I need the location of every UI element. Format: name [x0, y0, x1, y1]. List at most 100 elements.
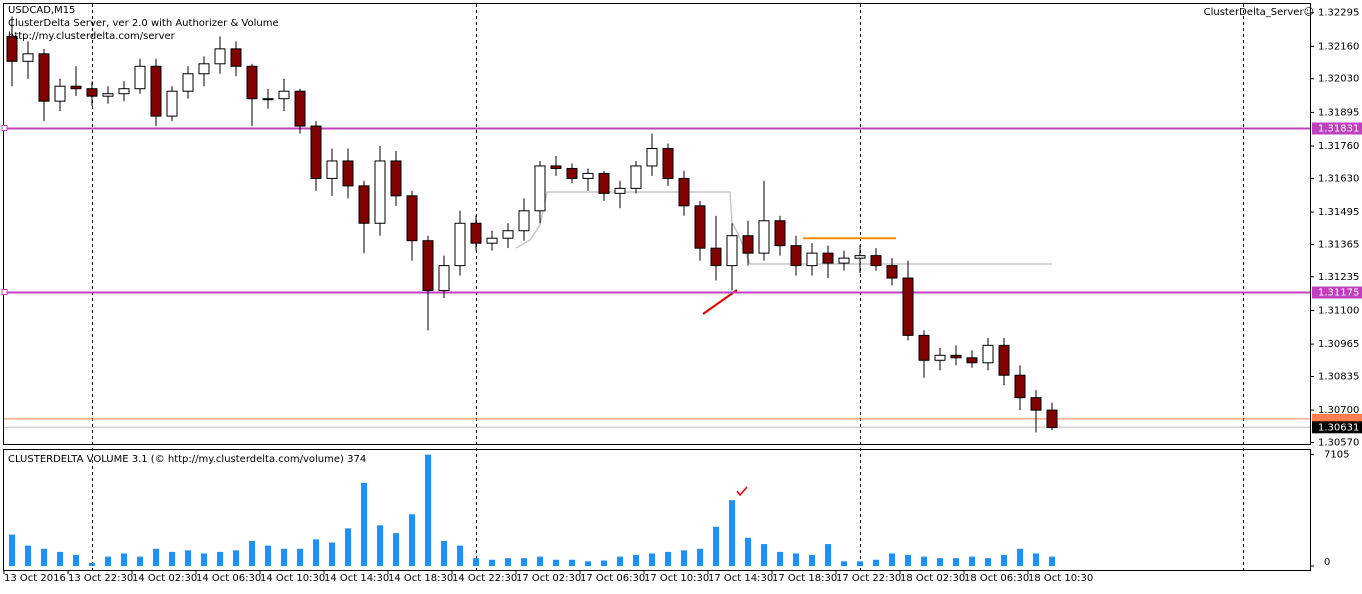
candle-body [742, 235, 754, 254]
volume-bar [217, 551, 223, 566]
volume-bar [409, 514, 415, 566]
y-tick-label: 1.31365 [1318, 239, 1359, 250]
volume-bar [985, 558, 991, 566]
volume-bar [297, 548, 303, 566]
volume-bar [537, 556, 543, 566]
candle-body [566, 167, 578, 179]
candle-body [1046, 409, 1058, 429]
volume-bar [1033, 553, 1039, 566]
volume-bar [153, 548, 159, 566]
candle-body [278, 90, 290, 100]
candle-body [582, 172, 594, 179]
x-tick-label: 14 Oct 18:30 [388, 573, 453, 584]
volume-bar [457, 545, 463, 566]
candle-body [326, 160, 338, 179]
candle-body [854, 255, 866, 259]
candle-body [694, 205, 706, 249]
volume-bar [921, 556, 927, 566]
x-tick-label: 14 Oct 22:30 [452, 573, 517, 584]
volume-bar [761, 544, 767, 566]
candle-body [54, 85, 66, 102]
volume-title: CLUSTERDELTA VOLUME 3.1 (© http://my.clu… [8, 454, 366, 465]
candle-body [822, 252, 834, 264]
day-separators [92, 4, 1244, 570]
candle-body [230, 48, 242, 67]
candle-body [646, 148, 658, 167]
volume-bar [889, 553, 895, 566]
candle-body [182, 73, 194, 92]
candle-body [486, 237, 498, 244]
volume-bar [201, 553, 207, 566]
ask-label-box [1312, 413, 1362, 424]
candle-body [790, 245, 802, 267]
candle-body [1014, 374, 1026, 399]
volume-bar [169, 551, 175, 566]
volume-bar [425, 454, 431, 566]
volume-bar [649, 553, 655, 566]
volume-bar [329, 542, 335, 566]
volume-bar [729, 500, 735, 566]
level-label: 1.31175 [1318, 288, 1359, 299]
candle-body [214, 48, 226, 65]
candle-body [438, 265, 450, 292]
candle-body [86, 88, 98, 97]
level-label-box [1312, 122, 1362, 135]
x-tick-label: 17 Oct 22:30 [836, 573, 901, 584]
candle-body [502, 230, 514, 239]
volume-bar [281, 548, 287, 566]
volume-bar [825, 544, 831, 566]
volume-bar [601, 560, 607, 566]
volume-bar [873, 559, 879, 566]
candle-body [422, 240, 434, 292]
volume-bar [1049, 556, 1055, 566]
volume-bar [585, 561, 591, 566]
volume-bar [953, 558, 959, 566]
candle-body [550, 165, 562, 169]
volume-bar [633, 555, 639, 566]
candle-body [310, 125, 322, 179]
level-handle [1, 125, 8, 131]
volume-bar [1001, 555, 1007, 566]
volume-bar [313, 539, 319, 566]
candle-body [838, 257, 850, 264]
price-panel [3, 3, 1311, 445]
volume-bar [841, 561, 847, 566]
x-tick-label: 17 Oct 18:30 [772, 573, 837, 584]
candle-body [358, 185, 370, 224]
candle-body [966, 357, 978, 364]
y-tick-label: 0 [1324, 557, 1330, 568]
candle-body [38, 53, 50, 102]
candle-body [982, 344, 994, 364]
indicator-line [515, 191, 1052, 265]
candle-body [406, 195, 418, 242]
candle-body [454, 222, 466, 267]
x-tick-label: 13 Oct 22:30 [68, 573, 133, 584]
level-handle [1, 289, 8, 295]
volume-bar [265, 545, 271, 566]
x-tick-label: 18 Oct 02:30 [900, 573, 965, 584]
y-tick-label: 1.31495 [1318, 207, 1359, 218]
volume-bar [969, 556, 975, 566]
annotation-stroke [702, 289, 738, 315]
volume-bar [681, 550, 687, 566]
indicator-caption: ClusterDelta Server, ver 2.0 with Author… [8, 18, 279, 29]
volume-bar [553, 559, 559, 566]
volume-bar [121, 553, 127, 566]
x-tick-label: 18 Oct 06:30 [964, 573, 1029, 584]
volume-bar [345, 528, 351, 566]
y-tick-label: 1.31100 [1318, 305, 1359, 316]
candle-body [374, 160, 386, 224]
candle-body [614, 187, 626, 194]
volume-bar [505, 558, 511, 566]
y-tick-label: 1.31235 [1318, 272, 1359, 283]
volume-bar [857, 561, 863, 566]
candle-body [150, 65, 162, 117]
volume-bar [89, 562, 95, 566]
volume-bar [73, 555, 79, 566]
y-tick-label: 7105 [1324, 450, 1349, 461]
volume-bar [793, 553, 799, 566]
x-tick-label: 17 Oct 02:30 [516, 573, 581, 584]
candle-body [294, 90, 306, 127]
volume-bar [473, 558, 479, 566]
x-tick-label: 17 Oct 10:30 [644, 573, 709, 584]
